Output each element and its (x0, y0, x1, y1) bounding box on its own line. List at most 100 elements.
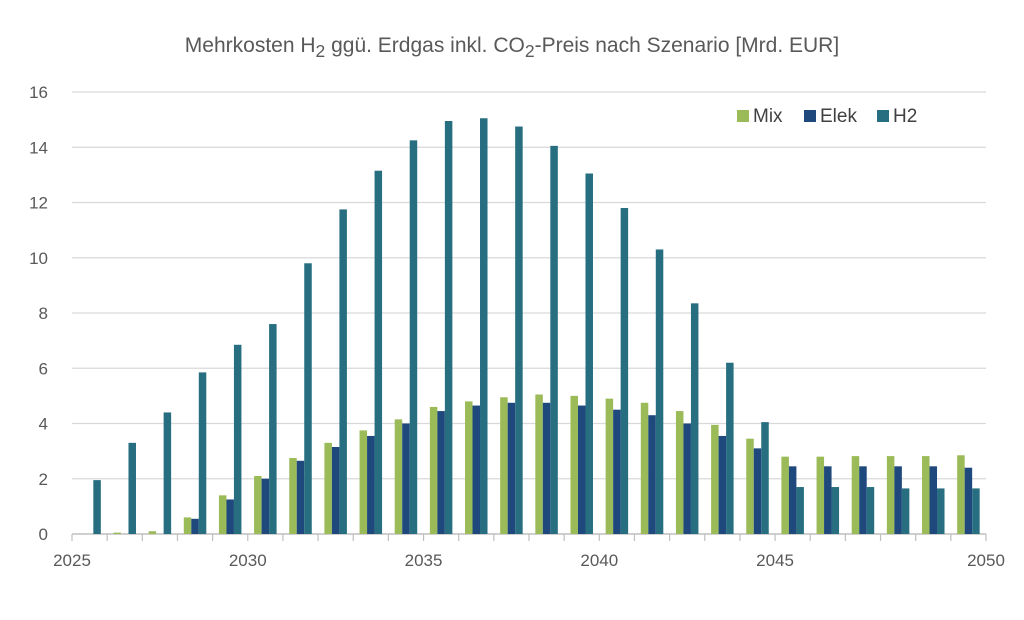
bar-elek-2040 (613, 409, 621, 534)
bar-elek-2041 (648, 415, 656, 534)
bar-mix-2038 (535, 394, 543, 534)
bar-mix-2046 (816, 456, 825, 534)
y-tick-label: 16 (29, 83, 48, 102)
bar-mix-2026 (113, 532, 121, 534)
bar-mix-2030 (254, 475, 262, 534)
bar-h2-2041 (655, 249, 664, 534)
bar-mix-2049 (922, 456, 930, 534)
bar-h2-2036 (480, 118, 488, 535)
bar-h2-2032 (339, 209, 347, 534)
y-tick-label: 10 (29, 249, 48, 268)
bar-h2-2044 (761, 422, 769, 534)
x-tick-label: 2045 (756, 551, 794, 570)
legend-label-mix: Mix (753, 106, 783, 127)
y-tick-label: 4 (39, 415, 48, 434)
bar-elek-2032 (331, 446, 340, 534)
bar-elek-2043 (718, 435, 727, 534)
bar-h2-2043 (726, 362, 734, 534)
legend-swatch-h2 (877, 110, 889, 122)
y-tick-label: 2 (39, 470, 48, 489)
bar-h2-2038 (550, 145, 558, 534)
bar-elek-2038 (542, 402, 551, 534)
bar-mix-2028 (183, 517, 192, 534)
bar-h2-2037 (515, 126, 523, 534)
legend-label-h2: H2 (893, 106, 917, 127)
bar-elek-2036 (472, 405, 481, 534)
bar-elek-2042 (683, 423, 691, 534)
bar-mix-2042 (675, 411, 684, 534)
bar-elek-2049 (929, 466, 938, 534)
bar-h2-2025 (93, 480, 101, 534)
y-tick-label: 6 (39, 359, 48, 378)
bar-h2-2040 (620, 208, 629, 534)
bar-elek-2028 (191, 518, 199, 534)
bar-h2-2026 (128, 442, 136, 534)
bar-mix-2032 (324, 442, 332, 534)
title-part-3: -Preis nach Szenario [Mrd. EUR] (534, 34, 840, 57)
x-tick-label: 2025 (53, 551, 91, 570)
bar-h2-2035 (444, 121, 453, 534)
bar-h2-2046 (831, 487, 840, 534)
bar-mix-2036 (465, 401, 473, 534)
bar-mix-2034 (394, 419, 403, 534)
bar-elek-2030 (261, 478, 270, 534)
title-subscript-co2: 2 (524, 41, 535, 62)
bar-mix-2031 (289, 458, 297, 534)
bar-elek-2035 (437, 411, 445, 534)
legend-label-elek: Elek (820, 106, 857, 127)
bar-elek-2050 (964, 467, 973, 534)
bar-h2-2028 (198, 372, 207, 534)
x-tick-label: 2040 (580, 551, 618, 570)
bar-mix-2039 (570, 395, 578, 534)
title-subscript-h2: 2 (315, 41, 326, 62)
bar-elek-2039 (577, 405, 586, 534)
bar-h2-2033 (374, 170, 383, 534)
legend-swatch-mix (737, 110, 749, 122)
x-tick-label: 2035 (405, 551, 443, 570)
bar-mix-2035 (429, 406, 438, 534)
bar-h2-2029 (233, 344, 242, 534)
bar-mix-2047 (851, 456, 860, 534)
bar-mix-2048 (886, 456, 895, 534)
bar-h2-2050 (972, 488, 980, 534)
bar-mix-2027 (148, 531, 157, 534)
y-tick-label: 12 (29, 194, 48, 213)
bar-mix-2043 (711, 424, 719, 534)
bar-h2-2049 (937, 488, 945, 534)
bar-h2-2039 (585, 173, 593, 534)
bar-h2-2027 (163, 412, 172, 534)
x-tick-label: 2050 (967, 551, 1005, 570)
legend-swatch-elek (804, 110, 816, 122)
title-part-2: ggü. Erdgas inkl. CO (325, 34, 525, 57)
bar-elek-2033 (367, 435, 375, 534)
bar-mix-2050 (957, 455, 965, 534)
title-part-1: Mehrkosten H (184, 34, 316, 57)
bar-h2-2047 (866, 487, 875, 534)
bar-h2-2042 (690, 303, 699, 534)
bar-elek-2044 (753, 448, 762, 534)
bar-elek-2029 (226, 499, 234, 534)
bar-h2-2045 (796, 487, 804, 534)
x-tick-label: 2030 (229, 551, 267, 570)
bar-h2-2034 (409, 140, 418, 534)
bar-elek-2046 (824, 466, 832, 534)
bar-h2-2048 (901, 488, 910, 534)
chart-title: Mehrkosten H2 ggü. Erdgas inkl. CO2-Prei… (0, 34, 1024, 62)
bar-mix-2041 (640, 402, 649, 534)
bar-h2-2031 (304, 263, 312, 534)
bar-mix-2044 (746, 438, 754, 534)
bar-h2-2030 (269, 324, 277, 534)
y-tick-label: 8 (39, 304, 48, 323)
bar-elek-2031 (296, 460, 305, 534)
y-tick-label: 14 (29, 138, 48, 157)
bar-elek-2045 (788, 466, 797, 534)
bar-mix-2029 (218, 495, 227, 534)
bar-elek-2048 (894, 466, 902, 534)
bar-mix-2033 (359, 430, 368, 534)
bar-elek-2037 (507, 402, 516, 534)
bar-mix-2045 (781, 456, 789, 534)
bar-mix-2037 (500, 397, 508, 534)
bar-elek-2047 (859, 466, 867, 534)
